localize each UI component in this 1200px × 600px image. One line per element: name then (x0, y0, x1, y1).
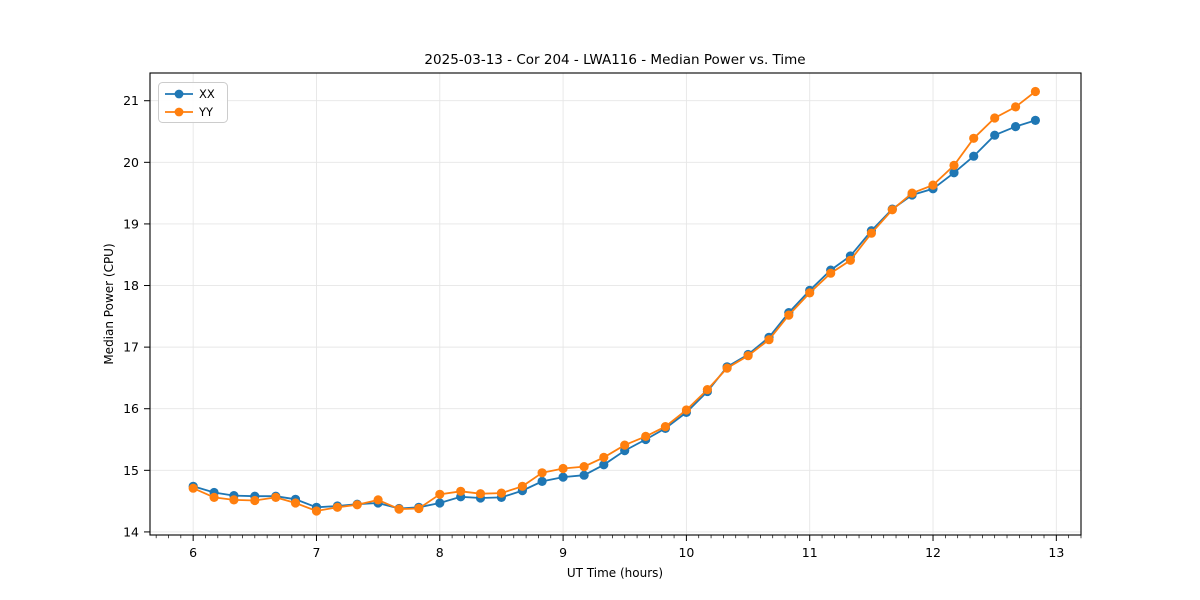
plot-border (149, 72, 1082, 536)
legend-marker-yy (174, 107, 184, 117)
svg-text:11: 11 (802, 545, 818, 560)
legend-marker-xx (174, 89, 184, 99)
svg-text:17: 17 (123, 340, 139, 355)
svg-text:20: 20 (123, 155, 139, 170)
svg-text:7: 7 (312, 545, 320, 560)
svg-text:13: 13 (1048, 545, 1064, 560)
grid-lines (150, 73, 1081, 535)
x-axis-label: UT Time (hours) (567, 566, 663, 580)
series-line-yy (192, 90, 1036, 512)
series-markers-yy (188, 86, 1040, 516)
svg-text:18: 18 (123, 278, 139, 293)
svg-text:8: 8 (436, 545, 444, 560)
legend-label-xx: XX (199, 87, 215, 101)
legend-label-yy: YY (198, 105, 214, 119)
chart-title: 2025-03-13 - Cor 204 - LWA116 - Median P… (424, 52, 805, 68)
svg-text:10: 10 (678, 545, 694, 560)
axis-ticks (144, 100, 1082, 541)
svg-text:9: 9 (559, 545, 567, 560)
svg-text:16: 16 (123, 401, 139, 416)
svg-text:19: 19 (123, 216, 139, 231)
y-axis-label: Median Power (CPU) (102, 243, 116, 364)
svg-text:14: 14 (123, 524, 139, 539)
svg-text:21: 21 (123, 93, 139, 108)
svg-text:15: 15 (123, 463, 139, 478)
data-series (188, 86, 1040, 516)
legend-box (158, 82, 228, 123)
tick-labels: 6 7 8 9 10 11 12 13 14 15 16 17 18 19 20 21 (123, 93, 1064, 560)
svg-text:6: 6 (189, 545, 197, 560)
svg-text:12: 12 (925, 545, 941, 560)
legend: XX YY (158, 82, 228, 123)
